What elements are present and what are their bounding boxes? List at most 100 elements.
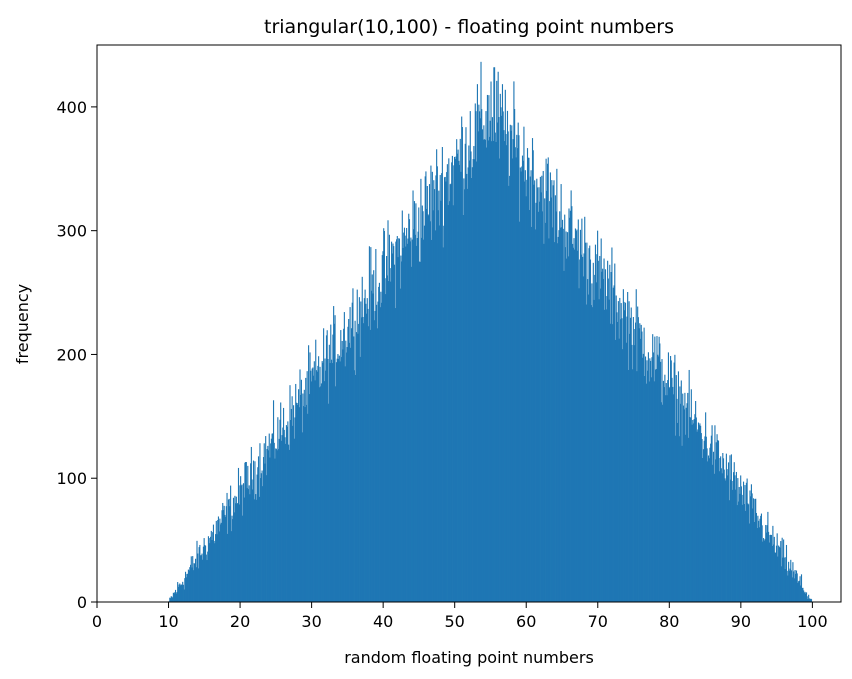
histogram-bar xyxy=(376,328,378,602)
histogram-bar xyxy=(225,506,227,602)
histogram-bar xyxy=(631,344,633,602)
histogram-bar xyxy=(327,358,329,602)
histogram-bar xyxy=(559,227,561,602)
histogram-bar xyxy=(735,471,737,602)
histogram-bar xyxy=(573,238,575,602)
histogram-bar xyxy=(791,577,793,602)
y-tick-label: 300 xyxy=(56,222,87,241)
histogram-bar xyxy=(336,358,338,602)
histogram-bar xyxy=(280,440,282,602)
histogram-bar xyxy=(586,242,588,602)
histogram-bar xyxy=(396,239,398,603)
histogram-bar xyxy=(627,369,629,602)
histogram-bar xyxy=(239,485,241,602)
histogram-bar xyxy=(382,251,384,602)
histogram-bar xyxy=(362,316,364,602)
histogram-bar xyxy=(703,440,705,602)
histogram-bar xyxy=(689,416,691,602)
histogram-bar xyxy=(207,551,209,602)
histogram-bar xyxy=(444,176,446,602)
histogram-bar xyxy=(500,107,502,602)
histogram-bar xyxy=(235,503,237,602)
histogram-bar xyxy=(728,500,730,602)
histogram-bar xyxy=(220,522,222,602)
histogram-bar xyxy=(393,246,395,603)
histogram-bar xyxy=(588,248,590,602)
histogram-bar xyxy=(730,479,732,602)
histogram-bar xyxy=(796,573,798,602)
histogram-bar xyxy=(783,557,785,602)
histogram-bar xyxy=(255,494,257,602)
histogram-bar xyxy=(310,381,313,602)
histogram-bar xyxy=(197,568,199,602)
histogram-bar xyxy=(809,599,811,602)
histogram-bar xyxy=(551,180,553,603)
histogram-bar xyxy=(635,289,637,602)
histogram-bar xyxy=(595,282,597,602)
histogram-bar xyxy=(696,431,698,602)
histogram-bar xyxy=(306,371,308,602)
y-tick-label: 400 xyxy=(56,98,87,117)
histogram-bar xyxy=(379,307,381,602)
histogram-bar xyxy=(533,184,535,602)
histogram-bar xyxy=(778,546,780,602)
histogram-bar xyxy=(373,270,375,602)
histogram-bar xyxy=(205,545,207,602)
histogram-bar xyxy=(551,227,554,602)
histogram-bar xyxy=(546,163,549,603)
histogram-bar xyxy=(652,334,654,602)
histogram-bar xyxy=(608,299,610,602)
histogram-bar xyxy=(229,506,231,602)
histogram-bar xyxy=(607,260,609,602)
histogram-bar xyxy=(602,278,604,602)
histogram-bar xyxy=(617,301,619,602)
histogram-bar xyxy=(452,205,454,602)
y-tick-label: 200 xyxy=(56,345,87,364)
histogram-bar xyxy=(399,288,401,602)
histogram-bar xyxy=(320,386,322,602)
histogram-bar xyxy=(402,247,404,602)
histogram-bar xyxy=(395,241,397,603)
histogram-bar xyxy=(717,440,719,602)
histogram-bar xyxy=(714,425,716,602)
histogram-bar xyxy=(255,499,257,602)
histogram-bar xyxy=(244,462,246,602)
histogram-bar xyxy=(666,395,668,602)
histogram-bar xyxy=(261,470,263,602)
histogram-bar xyxy=(178,584,180,602)
histogram-bar xyxy=(272,400,275,602)
histogram-bar xyxy=(784,569,786,602)
histogram-bar xyxy=(697,422,700,602)
histogram-bar xyxy=(233,512,235,602)
histogram-bar xyxy=(235,496,237,602)
histogram-bar xyxy=(284,437,286,602)
histogram-bar xyxy=(591,283,593,602)
x-tick-label: 10 xyxy=(158,612,178,631)
histogram-bar xyxy=(271,433,273,602)
histogram-bar xyxy=(563,270,565,602)
histogram-bar xyxy=(682,393,684,602)
histogram-bar xyxy=(652,352,654,602)
histogram-bar xyxy=(753,498,755,602)
histogram-bar xyxy=(428,215,430,603)
histogram-bar xyxy=(692,419,694,602)
histogram-bar xyxy=(183,589,185,602)
histogram-bar xyxy=(297,404,299,602)
histogram-bar xyxy=(223,505,225,602)
histogram-bar xyxy=(768,542,770,602)
histogram-bar xyxy=(385,294,387,602)
histogram-bar xyxy=(695,401,697,602)
histogram-bar xyxy=(207,536,209,602)
histogram-bar xyxy=(373,320,375,602)
histogram-bar xyxy=(436,149,438,602)
histogram-bar xyxy=(746,478,748,602)
histogram-bar xyxy=(614,339,617,602)
histogram-bar xyxy=(251,479,253,602)
histogram-bar xyxy=(222,510,225,602)
histogram-bar xyxy=(369,329,371,602)
histogram-bar xyxy=(751,493,753,602)
histogram-bar xyxy=(237,467,240,602)
histogram-bar xyxy=(587,279,589,602)
histogram-bar xyxy=(353,336,355,602)
histogram-bar xyxy=(270,438,272,602)
